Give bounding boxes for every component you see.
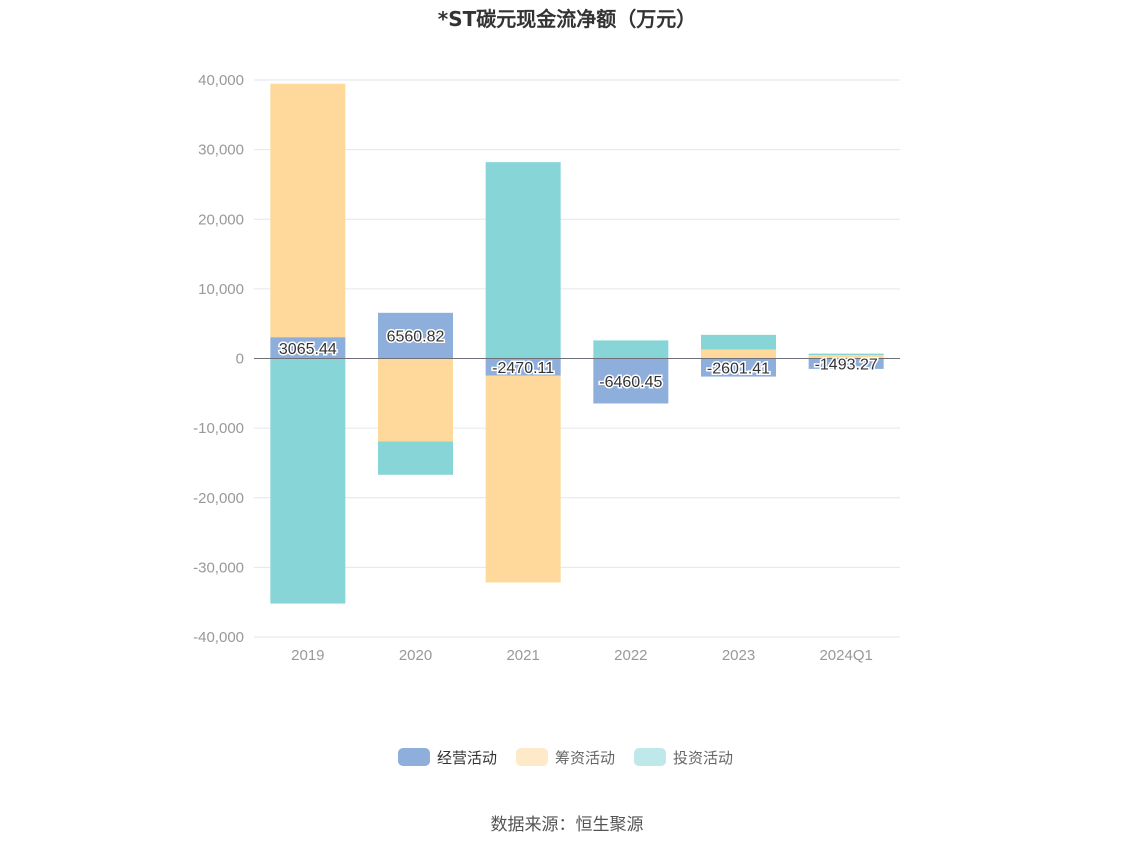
x-tick-label: 2021 xyxy=(506,647,539,664)
bar-segment[interactable] xyxy=(808,353,884,356)
legend-item[interactable]: 经营活动 xyxy=(398,748,497,767)
y-tick-label: -30,000 xyxy=(193,559,244,576)
legend-label: 投资活动 xyxy=(673,749,733,767)
x-tick-label: 2019 xyxy=(291,647,324,664)
data-labels: 3065.44 6560.82 -2470.11 -6460.45 -2601.41 -1… xyxy=(277,327,879,392)
data-label: 6560.82 xyxy=(387,329,445,346)
bar-segment[interactable] xyxy=(701,334,776,350)
bar-segment[interactable] xyxy=(378,358,453,442)
legend-item[interactable]: 筹资活动 xyxy=(516,748,615,767)
x-tick-label: 2022 xyxy=(614,647,647,664)
legend-swatch xyxy=(398,748,430,766)
chart-title: *ST碳元现金流净额（万元） xyxy=(438,7,697,31)
y-tick-label: -10,000 xyxy=(193,420,244,437)
bar-segment[interactable] xyxy=(378,441,453,475)
data-label: -2470.11 xyxy=(492,360,554,377)
bar-segment[interactable] xyxy=(485,375,561,583)
bar-segment[interactable] xyxy=(808,355,884,359)
x-tick-label: 2023 xyxy=(722,647,755,664)
bar-segment[interactable] xyxy=(485,358,561,376)
x-tick-label: 2024Q1 xyxy=(819,647,872,664)
bar-segment[interactable] xyxy=(485,162,561,359)
bar-segment[interactable] xyxy=(701,358,776,377)
legend-item[interactable]: 投资活动 xyxy=(634,748,733,767)
y-tick-label: 40,000 xyxy=(198,72,244,89)
legend-swatch xyxy=(634,748,666,766)
y-tick-label: -20,000 xyxy=(193,490,244,507)
bar-segment[interactable] xyxy=(270,337,346,359)
x-axis: 2019 2020 2021 2022 2023 2024Q1 xyxy=(291,647,873,664)
data-label: -2601.41 xyxy=(707,361,770,378)
data-label: -1493.27 xyxy=(815,357,878,374)
bar-segment[interactable] xyxy=(701,349,776,359)
bar-segment[interactable] xyxy=(808,358,884,369)
x-tick-label: 2020 xyxy=(399,647,432,664)
y-tick-label: -40,000 xyxy=(193,629,244,646)
bar-segment[interactable] xyxy=(593,358,669,404)
bars xyxy=(270,83,884,604)
data-label: -6460.45 xyxy=(599,374,662,391)
bar-segment[interactable] xyxy=(378,312,453,359)
data-source: 数据来源：恒生聚源 xyxy=(491,815,644,835)
legend-swatch xyxy=(516,748,548,766)
legend[interactable]: 经营活动 筹资活动 投资活动 xyxy=(398,748,733,767)
legend-label: 经营活动 xyxy=(437,749,497,767)
y-tick-label: 0 xyxy=(236,351,244,368)
y-tick-label: 10,000 xyxy=(198,281,244,298)
y-tick-label: 20,000 xyxy=(198,211,244,228)
legend-label: 筹资活动 xyxy=(555,749,615,767)
bar-segment[interactable] xyxy=(270,83,346,338)
data-label: 3065.44 xyxy=(279,341,337,358)
y-tick-label: 30,000 xyxy=(198,142,244,159)
y-axis: 40,000 30,000 20,000 10,000 0 -10,000 -20,000 -… xyxy=(193,72,244,646)
bar-segment[interactable] xyxy=(270,358,346,604)
bar-segment[interactable] xyxy=(593,340,669,359)
